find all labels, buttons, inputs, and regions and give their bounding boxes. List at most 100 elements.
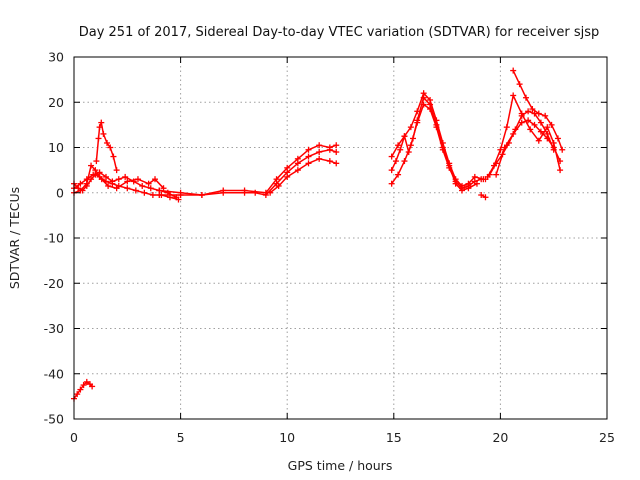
data-point [388, 167, 395, 174]
data-point [544, 124, 551, 131]
data-point [141, 189, 148, 196]
data-point [113, 167, 120, 174]
data-point [122, 173, 129, 180]
data-point [98, 176, 105, 183]
x-tick-label: 25 [599, 430, 615, 445]
data-point [471, 173, 478, 180]
series-tail [478, 192, 489, 201]
data-point [294, 155, 301, 162]
series-spike [93, 119, 120, 174]
data-point [493, 171, 500, 178]
data-point [326, 158, 333, 165]
data-point [478, 192, 485, 199]
data-point [275, 182, 282, 189]
y-tick-label: 20 [48, 95, 64, 110]
data-point [559, 146, 566, 153]
data-point [548, 121, 555, 128]
data-point [115, 176, 122, 183]
data-point [518, 112, 525, 119]
x-tick-label: 15 [386, 430, 402, 445]
data-point [177, 189, 184, 196]
data-point [452, 180, 459, 187]
y-tick-label: 0 [56, 185, 64, 200]
data-point [557, 158, 564, 165]
data-point [100, 130, 107, 137]
data-point [316, 149, 323, 156]
data-point [77, 386, 84, 393]
grid-layer [74, 57, 607, 419]
data-point [482, 194, 489, 201]
data-point [316, 155, 323, 162]
y-tick-label: 10 [48, 140, 64, 155]
data-point [326, 144, 333, 151]
y-tick-label: -30 [44, 321, 64, 336]
data-point [80, 382, 87, 389]
data-point [397, 146, 404, 153]
data-point [554, 135, 561, 142]
series-evening-a [484, 92, 564, 180]
data-point [156, 187, 163, 194]
data-point [537, 119, 544, 126]
data-point [109, 178, 116, 185]
data-point [102, 173, 109, 180]
data-point [505, 139, 512, 146]
data-point [145, 180, 152, 187]
x-axis-label: GPS time / hours [288, 458, 393, 473]
tick-layer [73, 56, 608, 420]
data-point [333, 142, 340, 149]
data-point [388, 153, 395, 160]
data-point [139, 182, 146, 189]
data-point [92, 167, 99, 174]
data-point [388, 180, 395, 187]
data-point [409, 135, 416, 142]
data-point [512, 126, 519, 133]
series-low-start [71, 378, 96, 402]
x-tick-label: 20 [492, 430, 508, 445]
data-point [124, 178, 131, 185]
series-line [390, 96, 478, 192]
data-point [522, 94, 529, 101]
data-point [401, 158, 408, 165]
data-point [267, 189, 274, 196]
data-point [401, 133, 408, 140]
data-point [459, 187, 466, 194]
data-point [88, 162, 95, 169]
y-axis-label: SDTVAR / TECUs [7, 187, 22, 289]
data-point [465, 185, 472, 192]
y-tick-label: -50 [44, 412, 64, 427]
data-point [252, 189, 259, 196]
data-point [510, 92, 517, 99]
data-point [198, 192, 205, 199]
data-point [535, 137, 542, 144]
data-point [395, 171, 402, 178]
data-point [96, 124, 103, 131]
data-point [525, 108, 532, 115]
data-point [542, 112, 549, 119]
data-point [392, 158, 399, 165]
data-point [531, 110, 538, 117]
data-point [427, 101, 434, 108]
series-evening-b [510, 67, 566, 153]
data-point [107, 144, 114, 151]
data-point [93, 158, 100, 165]
data-point [497, 146, 504, 153]
data-point [77, 180, 84, 187]
data-point [98, 119, 105, 126]
data-point [90, 171, 97, 178]
data-point [305, 153, 312, 160]
chart-title: Day 251 of 2017, Sidereal Day-to-day VTE… [79, 25, 600, 40]
data-point [510, 67, 517, 74]
data-point [486, 171, 493, 178]
data-point [305, 146, 312, 153]
data-point [83, 180, 90, 187]
tick-label-layer: 0 5 10 15 20 25 -50 -40 -30 -20 -10 0 10 20 30 [44, 50, 615, 446]
data-point [284, 173, 291, 180]
data-point [74, 391, 81, 398]
data-point [531, 121, 538, 128]
data-point [152, 176, 159, 183]
y-tick-label: -10 [44, 231, 64, 246]
data-point [499, 151, 506, 158]
data-point [446, 162, 453, 169]
